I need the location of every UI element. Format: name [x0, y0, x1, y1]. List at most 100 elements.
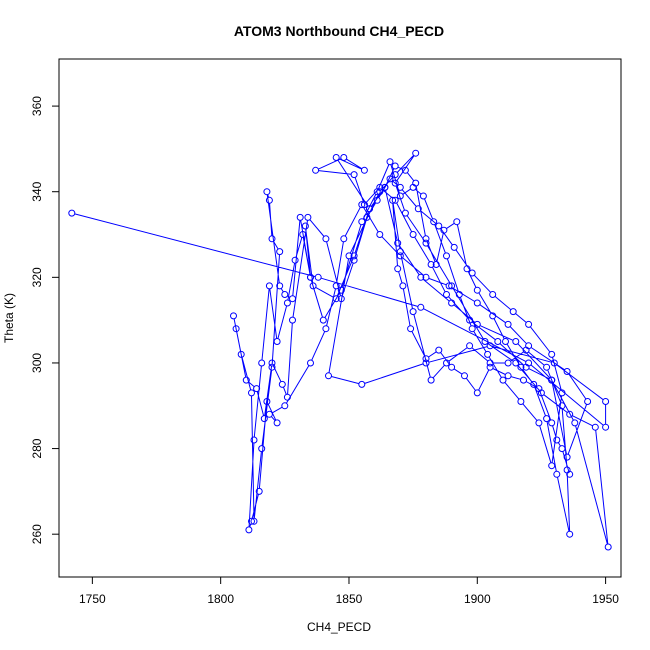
data-point [237, 350, 245, 358]
data-point [427, 376, 435, 384]
x-tick-label: 1800 [207, 592, 234, 606]
data-point [535, 419, 543, 427]
data-point [504, 359, 512, 367]
data-point [468, 269, 476, 277]
data-point [443, 291, 450, 298]
data-point [394, 239, 402, 247]
data-point [289, 295, 296, 303]
plot-frame [58, 58, 622, 578]
data-point [473, 320, 481, 328]
data-point [363, 213, 371, 221]
data-point [337, 295, 345, 303]
data-point [450, 243, 458, 251]
data-point [486, 342, 494, 350]
data-point [396, 183, 404, 191]
data-point [319, 316, 327, 324]
y-tick-label: 360 [30, 96, 44, 116]
data-point [268, 363, 276, 371]
data-point [399, 282, 407, 290]
data-point [504, 372, 512, 380]
data-point [345, 252, 353, 260]
data-point [566, 410, 574, 418]
data-point [373, 188, 381, 196]
data-point [486, 359, 494, 367]
data-point [422, 273, 430, 281]
data-point [376, 231, 384, 238]
data-point [268, 235, 276, 243]
data-point [412, 149, 420, 157]
data-point [409, 308, 417, 316]
data-point [466, 316, 474, 324]
y-tick-label: 340 [30, 181, 44, 201]
data-point [489, 312, 497, 320]
data-point [376, 188, 384, 196]
data-point [517, 363, 525, 371]
data-point [520, 376, 527, 384]
data-point [391, 196, 399, 204]
data-point [435, 222, 443, 230]
data-point [522, 363, 530, 371]
data-point [281, 402, 289, 410]
data-point [265, 196, 273, 204]
data-point [307, 359, 314, 367]
data-point [373, 196, 381, 204]
x-axis: 1750 1800 1850 1900 1950 [79, 577, 619, 606]
x-tick-label: 1850 [336, 592, 363, 606]
data-point [558, 402, 566, 410]
data-point [409, 231, 417, 238]
data-point [332, 295, 340, 303]
data-point [422, 355, 430, 363]
y-axis-label: Theta (K) [2, 293, 16, 343]
data-point [548, 350, 556, 358]
data-point [322, 235, 330, 243]
data-point [448, 363, 456, 371]
data-point [283, 393, 291, 401]
data-point [443, 359, 450, 367]
y-tick-label: 280 [30, 438, 44, 458]
data-point [283, 299, 291, 307]
data-point [504, 320, 512, 328]
series-line [74, 154, 609, 545]
data-point [332, 154, 340, 161]
data-point [535, 385, 543, 393]
data-point [350, 256, 358, 264]
data-point [530, 380, 538, 388]
data-point [401, 209, 409, 217]
data-point [340, 235, 348, 243]
data-point [566, 470, 574, 478]
x-tick-label: 1750 [79, 592, 106, 606]
data-point [553, 470, 561, 478]
data-point [230, 312, 237, 320]
data-point [407, 325, 415, 333]
data-point [360, 166, 368, 174]
data-point [558, 445, 566, 453]
data-point [499, 376, 507, 384]
data-point [391, 171, 399, 179]
data-point [502, 338, 509, 345]
data-point [548, 376, 556, 384]
data-point [461, 372, 468, 380]
data-point [484, 350, 492, 358]
data-point [445, 282, 453, 290]
data-point [468, 325, 476, 333]
data-point [296, 213, 304, 221]
data-point [414, 205, 422, 213]
data-point [443, 252, 450, 260]
chart-title: ATOM3 Northbound CH4_PECD [234, 23, 444, 39]
x-tick-label: 1900 [464, 592, 491, 606]
data-point [391, 179, 399, 187]
data-point [550, 359, 558, 367]
data-point [604, 543, 612, 551]
data-point [602, 423, 610, 431]
data-point [263, 398, 271, 405]
data-point [473, 389, 481, 397]
data-point [386, 175, 394, 183]
data-point [448, 282, 456, 290]
data-point [522, 346, 530, 354]
data-point [350, 252, 358, 260]
data-point [340, 154, 348, 161]
data-point [253, 385, 261, 393]
data-point [278, 380, 286, 388]
y-axis: 260 280 300 320 340 360 [30, 96, 59, 544]
data-point [440, 226, 448, 234]
